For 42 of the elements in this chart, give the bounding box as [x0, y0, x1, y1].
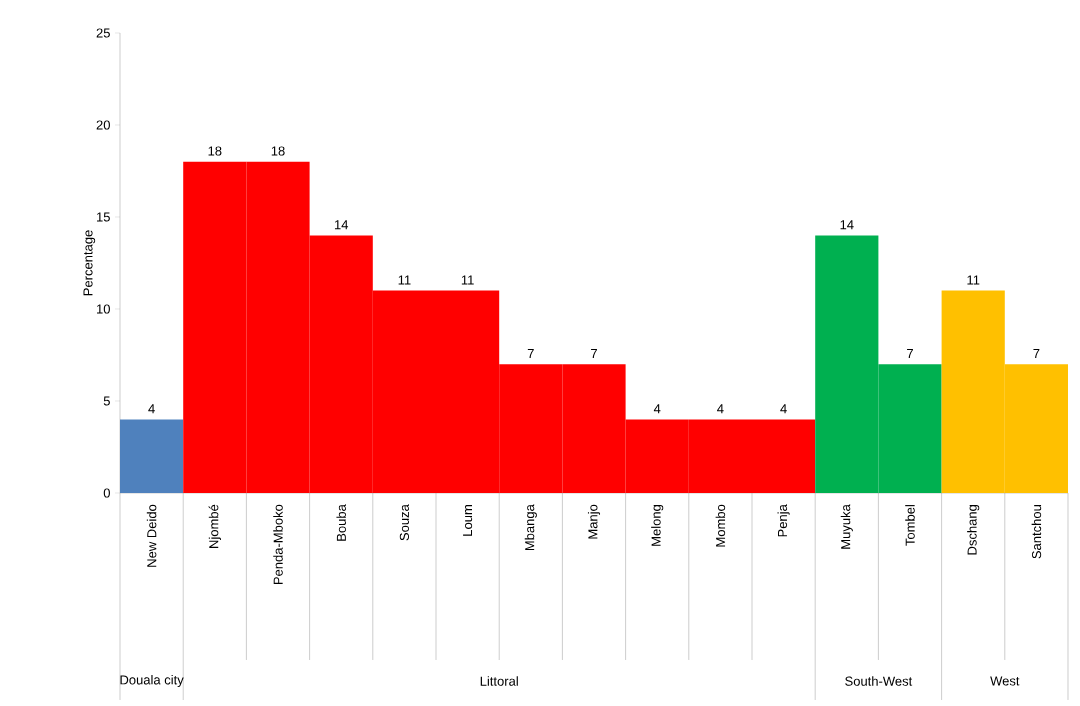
y-tick-label: 10	[97, 304, 110, 314]
y-tick-label: 0	[103, 488, 110, 498]
x-tick-label: Santchou	[1031, 505, 1042, 559]
data-label: 4	[780, 404, 787, 414]
y-axis-title: Percentage	[83, 230, 96, 296]
y-tick-label: 20	[96, 120, 110, 130]
x-tick-label: Loum	[463, 505, 473, 536]
x-tick-label: Njombé	[208, 504, 221, 548]
data-label: 14	[334, 220, 349, 230]
x-tick-label: Manjo	[587, 504, 601, 539]
x-tick-label: Mombo	[715, 504, 726, 547]
x-tick-label: Penda-Mboko	[273, 504, 283, 585]
bar	[120, 419, 184, 493]
text: Douala city	[120, 674, 184, 688]
data-label: 14	[840, 220, 854, 230]
data-label: 18	[271, 146, 285, 156]
data-label: 18	[208, 146, 222, 156]
data-label: 7	[907, 349, 913, 358]
x-tick-label: New Deido	[146, 504, 157, 567]
data-label: 7	[1033, 349, 1040, 358]
x-tick-label: Muyuka	[840, 504, 853, 549]
x-tick-label: Dschang	[967, 505, 980, 555]
x-tick-label: Penja	[777, 504, 790, 537]
text: South-West	[845, 676, 913, 686]
text: Littoral	[480, 676, 518, 686]
x-tick-label: Mbanga	[524, 504, 537, 551]
data-label: 7	[591, 349, 597, 358]
y-tick-label: 5	[103, 396, 110, 406]
x-tick-label: Souza	[399, 504, 409, 541]
x-tick-label: Tombel	[905, 505, 915, 546]
data-label: 4	[717, 404, 724, 414]
data-label: 11	[967, 275, 980, 285]
x-tick-label: Melong	[651, 505, 664, 546]
data-label: 4	[148, 404, 155, 414]
data-label: 11	[461, 275, 474, 285]
x-tick-label: Bouba	[336, 504, 346, 541]
data-label: 7	[527, 349, 534, 358]
text: West	[990, 676, 1020, 686]
y-tick-label: 25	[96, 28, 110, 38]
data-label: 11	[398, 275, 411, 285]
data-label: 4	[653, 404, 661, 414]
y-tick-label: 15	[97, 212, 110, 222]
